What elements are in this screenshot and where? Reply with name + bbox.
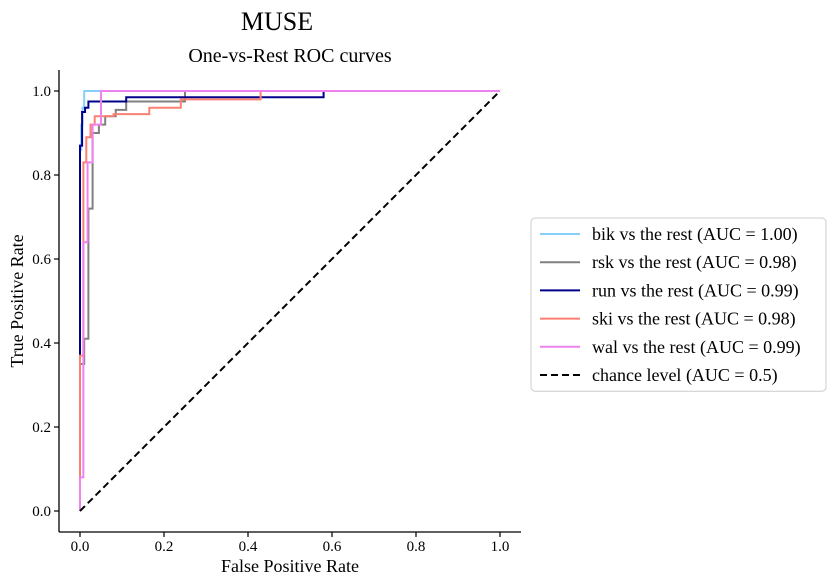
series-line-4 [79,90,500,511]
x-tick-label: 0.2 [155,539,174,555]
x-tick-label: 0.6 [323,539,342,555]
x-tick-label: 0.8 [407,539,426,555]
x-tick-label: 1.0 [491,539,510,555]
x-tick-label: 0.0 [71,539,90,555]
series-line-2 [79,90,500,511]
figure-suptitle: MUSE [241,7,313,36]
legend: bik vs the rest (AUC = 1.00) rsk vs the r… [530,217,827,392]
legend-frame [530,217,827,392]
legend-label: ski vs the rest (AUC = 0.98) [592,309,796,330]
legend-label: run vs the rest (AUC = 0.99) [592,280,799,301]
y-tick-label: 0.4 [32,336,51,352]
y-tick-label: 1.0 [32,84,51,100]
y-tick-label: 0.2 [32,420,51,436]
plot-area [79,90,501,512]
y-tick-label: 0.6 [32,252,51,268]
y-tick-label: 0.0 [32,504,51,520]
series-line-3 [79,90,500,511]
legend-label: rsk vs the rest (AUC = 0.98) [592,252,797,273]
series-line-5 [79,90,501,512]
x-tick-label: 0.4 [239,539,258,555]
y-axis-label: True Positive Rate [7,234,27,367]
y-tick-label: 0.8 [32,168,51,184]
axes: 0.0 0.2 0.4 0.6 0.8 1.0 0.0 0.2 0.4 0.6 0.8 1.0 [32,70,521,555]
x-axis-label: False Positive Rate [221,556,359,576]
legend-label: wal vs the rest (AUC = 0.99) [592,337,801,358]
chart-title: One-vs-Rest ROC curves [188,45,392,67]
legend-label: bik vs the rest (AUC = 1.00) [592,224,798,245]
legend-label: chance level (AUC = 0.5) [592,365,778,386]
